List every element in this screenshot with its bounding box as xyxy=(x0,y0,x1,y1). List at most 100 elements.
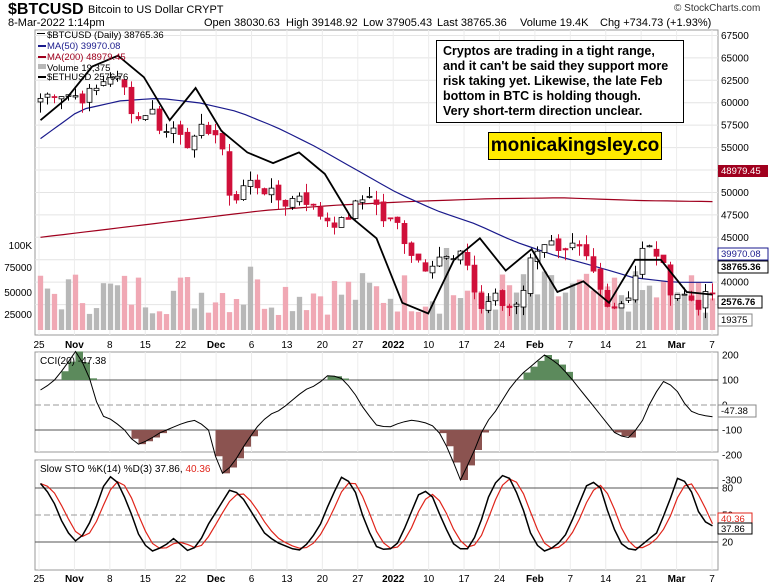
x-tick-label: 7 xyxy=(568,574,574,585)
x-tick-label: Nov xyxy=(65,340,84,351)
volume-bar xyxy=(373,286,380,330)
candle-body xyxy=(44,93,51,98)
eth-overlay-line xyxy=(39,54,713,315)
x-tick-label: 7 xyxy=(709,340,715,351)
volume-bar xyxy=(233,298,240,330)
sto-d-polyline xyxy=(40,478,714,549)
candle-body xyxy=(667,264,674,296)
volume-bar xyxy=(394,311,401,330)
cci-tick-label: -200 xyxy=(722,451,742,462)
volume-bar xyxy=(527,284,534,330)
volume-bar xyxy=(338,294,345,330)
price-tick-label: 40000 xyxy=(721,278,749,289)
candle-body xyxy=(135,116,142,120)
header-open: Open 38030.63 xyxy=(204,17,280,29)
candle-body xyxy=(100,81,107,86)
candle-body xyxy=(471,264,478,293)
volume-bar xyxy=(107,283,114,330)
cci-oversold-fill xyxy=(460,430,468,480)
x-tick-label: 27 xyxy=(352,340,364,351)
x-tick-label: Feb xyxy=(526,574,544,585)
cci-overbought-fill xyxy=(61,371,69,380)
candle-body xyxy=(429,265,436,274)
cci-oversold-fill xyxy=(222,430,230,474)
volume-bar xyxy=(625,311,632,330)
price-tick-label: 62500 xyxy=(721,76,749,87)
x-tick-label: 6 xyxy=(249,574,255,585)
x-tick-label: 25 xyxy=(33,340,45,351)
x-tick-label: 15 xyxy=(140,574,152,585)
candle-body xyxy=(464,252,471,266)
candle-body xyxy=(555,238,562,251)
candle-body xyxy=(317,206,324,217)
x-tick-label: Feb xyxy=(526,340,544,351)
badge-ma50: 39970.08 xyxy=(721,249,761,260)
legend-volume: Volume 19,375 xyxy=(47,63,110,74)
x-tick-label: 21 xyxy=(636,574,648,585)
volume-bar xyxy=(639,290,646,330)
candle-body xyxy=(51,96,58,98)
candle-body xyxy=(583,244,590,257)
sto-tick-label: 80 xyxy=(722,484,734,495)
volume-bar xyxy=(457,298,464,330)
volume-bar xyxy=(121,275,128,330)
sto-tick-label: 20 xyxy=(722,538,734,549)
header-change: Chg +734.73 (+1.93%) xyxy=(600,17,712,29)
candle-body xyxy=(79,93,86,104)
candle-body xyxy=(415,253,422,261)
annotation-box: Cryptos are trading in a tight range, an… xyxy=(436,40,684,123)
candle-body xyxy=(37,97,44,103)
volume-bar xyxy=(380,302,387,330)
symbol-title: $BTCUSD xyxy=(8,1,84,18)
badge-sto-d: 40.36 xyxy=(721,514,745,525)
candle-body xyxy=(296,195,303,203)
volume-bar xyxy=(436,313,443,330)
x-tick-label: 15 xyxy=(140,340,152,351)
price-tick-label: 45000 xyxy=(721,233,749,244)
candle-body xyxy=(310,203,317,206)
x-tick-label: 2022 xyxy=(382,574,405,585)
cci-oversold-fill xyxy=(138,430,146,445)
sto-k-polyline xyxy=(39,474,713,552)
sto-label-d: 40.36 xyxy=(185,464,210,475)
volume-bar xyxy=(401,275,408,330)
header-last: Last 38765.36 xyxy=(437,17,507,29)
candle-body xyxy=(506,305,513,309)
candle-body xyxy=(142,115,149,120)
candle-body xyxy=(359,199,366,203)
header-low: Low 37905.43 xyxy=(363,17,433,29)
volume-bar xyxy=(324,314,331,330)
price-tick-label: 57500 xyxy=(721,121,749,132)
cci-axis: 2001000-100-200-300 xyxy=(722,351,742,487)
volume-bar xyxy=(317,296,324,330)
volume-bar xyxy=(443,247,450,330)
volume-bar xyxy=(709,298,716,330)
volume-bar xyxy=(310,293,317,330)
volume-bar xyxy=(212,302,219,330)
candle-body xyxy=(576,244,583,247)
x-tick-label: Mar xyxy=(668,340,686,351)
annotation-line-4: bottom in BTC is holding though. xyxy=(443,89,641,103)
cci-oversold-fill xyxy=(243,430,251,447)
volume-bar xyxy=(268,307,275,330)
cci-overbought-fill xyxy=(537,360,545,380)
volume-bar xyxy=(464,290,471,330)
badge-cci: -47.38 xyxy=(721,406,748,417)
candle-body xyxy=(422,262,429,272)
candle-body xyxy=(149,108,156,115)
cci-oversold-fill xyxy=(215,430,223,457)
x-tick-label: 13 xyxy=(281,340,293,351)
cci-tick-label: -300 xyxy=(722,476,742,487)
candle-body xyxy=(478,292,485,309)
candle-body xyxy=(492,292,499,302)
cci-oversold-fill xyxy=(229,430,237,468)
candle-body xyxy=(198,123,205,136)
candle-body xyxy=(380,201,387,222)
volume-bar xyxy=(142,307,149,330)
cci-overbought-fill xyxy=(341,378,349,380)
volume-bar xyxy=(58,309,65,330)
candle-body xyxy=(93,87,100,92)
volume-bar xyxy=(198,292,205,330)
volume-bar xyxy=(597,270,604,330)
brand-banner: monicakingsley.co xyxy=(488,132,662,160)
